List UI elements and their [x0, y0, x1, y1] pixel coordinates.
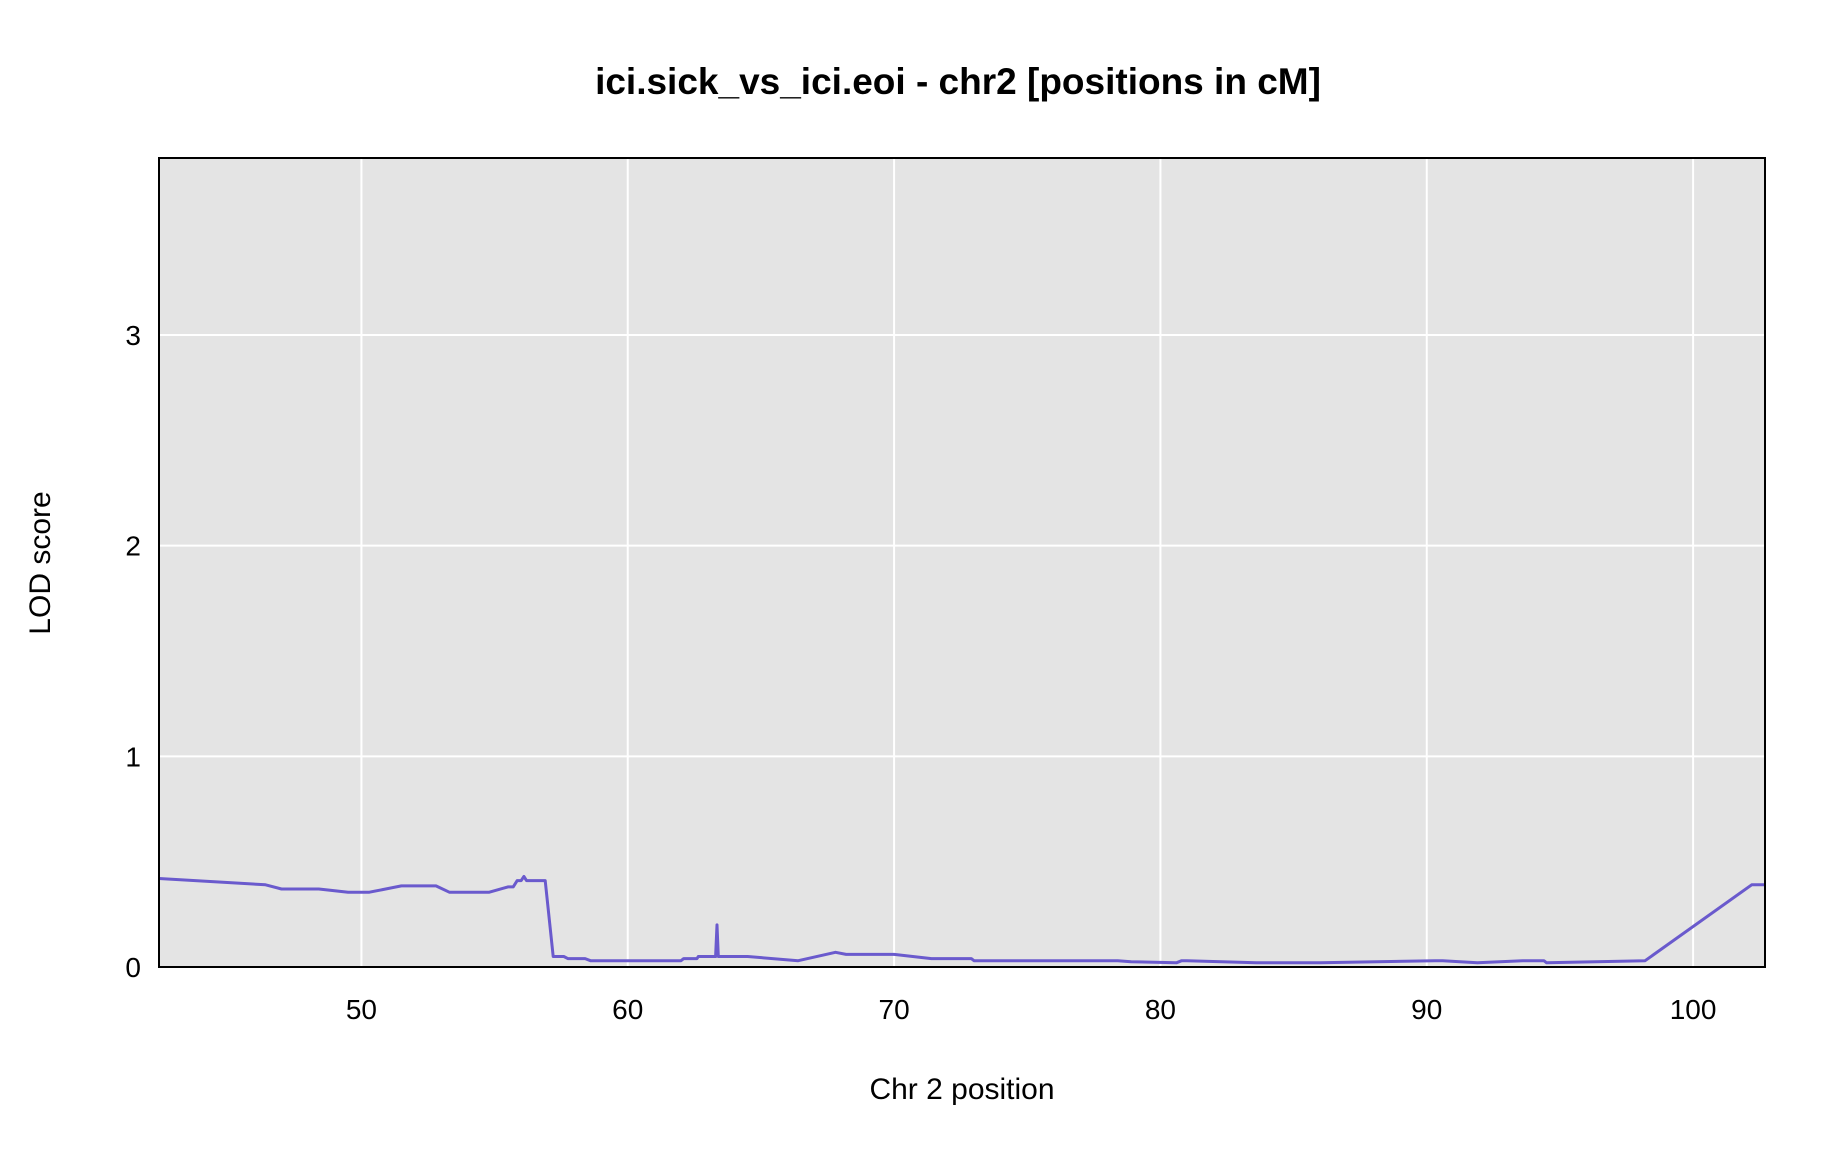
x-tick-labels: 50 60 70 80 90 100 [346, 994, 1717, 1025]
y-tick-labels: 0 1 2 3 [125, 320, 141, 983]
x-tick-label: 90 [1411, 994, 1442, 1025]
y-tick-label: 3 [125, 320, 141, 351]
chart-title: ici.sick_vs_ici.eoi - chr2 [positions in… [595, 61, 1321, 102]
x-tick-label: 50 [346, 994, 377, 1025]
y-tick-label: 2 [125, 531, 141, 562]
plot-panel [159, 158, 1765, 967]
y-tick-label: 0 [125, 952, 141, 983]
x-tick-label: 60 [612, 994, 643, 1025]
lod-series-line [158, 874, 1765, 965]
plot-border [158, 157, 1766, 968]
x-tick-label: 80 [1145, 994, 1176, 1025]
x-tick-label: 70 [879, 994, 910, 1025]
y-tick-label: 1 [125, 741, 141, 772]
x-tick-label: 100 [1670, 994, 1717, 1025]
x-axis-label: Chr 2 position [869, 1073, 1054, 1106]
y-axis-label: LOD score [24, 491, 57, 634]
